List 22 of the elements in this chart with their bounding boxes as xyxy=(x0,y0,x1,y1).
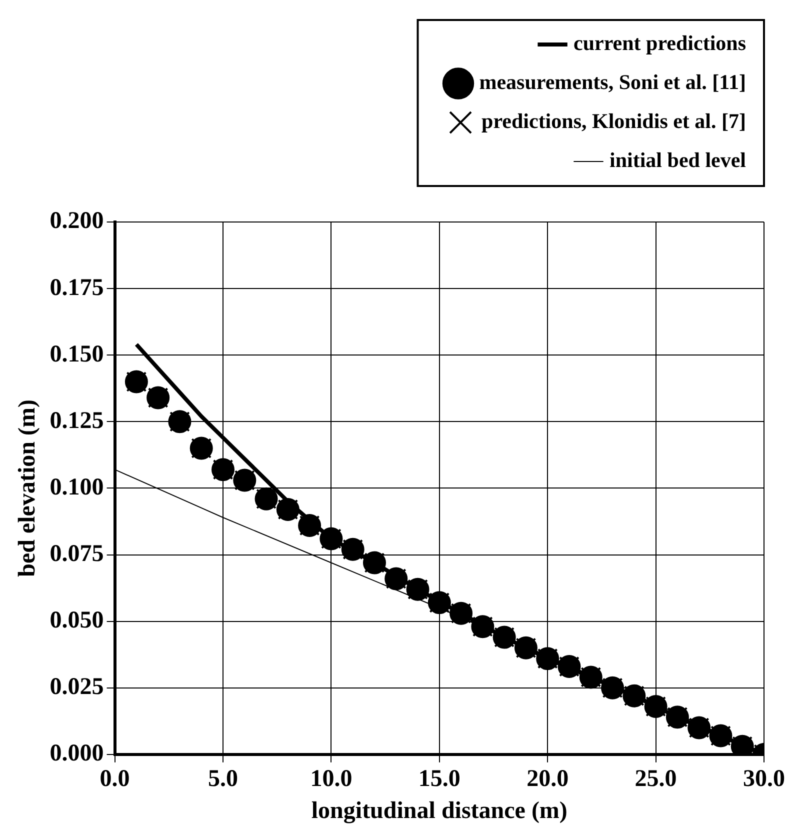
x-tick-label: 0.0 xyxy=(100,766,130,792)
y-tick-label: 0.125 xyxy=(50,408,104,434)
x-tick-label: 30.0 xyxy=(743,766,785,792)
legend-label: initial bed level xyxy=(610,148,746,172)
y-tick-label: 0.025 xyxy=(50,674,104,700)
y-tick-label: 0.000 xyxy=(50,740,104,767)
x-tick-label: 10.0 xyxy=(310,766,352,792)
y-tick-label: 0.075 xyxy=(50,540,104,567)
y-tick-label: 0.150 xyxy=(50,341,104,368)
y-tick-label: 0.050 xyxy=(50,608,104,634)
x-axis-title: longitudinal distance (m) xyxy=(311,798,568,824)
x-tick-label: 20.0 xyxy=(526,766,569,792)
legend-label: predictions, Klonidis et al. [7] xyxy=(482,108,746,133)
x-tick-label: 15.0 xyxy=(418,766,460,792)
legend-label: measurements, Soni et al. [11] xyxy=(479,70,746,94)
legend-label: current predictions xyxy=(574,30,746,55)
y-tick-label: 0.200 xyxy=(50,208,104,234)
y-axis-title: bed elevation (m) xyxy=(14,400,41,577)
y-tick-label: 0.100 xyxy=(50,474,104,500)
x-tick-label: 5.0 xyxy=(208,766,238,792)
y-tick-label: 0.175 xyxy=(50,274,104,301)
x-tick-label: 25.0 xyxy=(634,766,677,792)
